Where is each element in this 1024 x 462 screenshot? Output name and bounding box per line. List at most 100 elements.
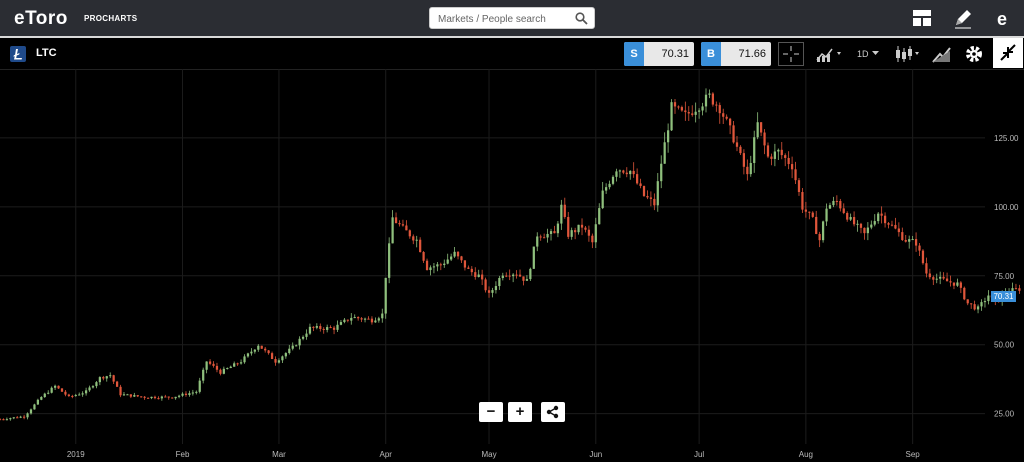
candle — [728, 117, 732, 135]
candle — [704, 88, 708, 113]
candle — [804, 201, 807, 218]
candle — [19, 415, 22, 419]
candle — [753, 130, 756, 173]
price-chart[interactable]: 125.00 100.00 75.00 50.00 25.00 2019 Feb Mar Ap… — [0, 69, 1024, 462]
candle — [701, 102, 704, 116]
candle — [632, 162, 635, 178]
candlestick-icon[interactable] — [892, 42, 922, 66]
indicators-icon[interactable] — [930, 42, 954, 66]
timeframe-dropdown[interactable]: 1D — [855, 42, 883, 66]
candle — [718, 102, 721, 124]
candle — [987, 290, 990, 305]
candle — [219, 368, 222, 376]
candle — [174, 396, 177, 400]
etoro-logo[interactable]: eToro — [14, 8, 68, 29]
candle — [91, 385, 95, 389]
candle — [508, 269, 511, 281]
gear-icon[interactable] — [962, 42, 986, 66]
candle — [305, 329, 308, 340]
y-tick-label: 75.00 — [994, 272, 1015, 281]
buy-button[interactable]: B 71.66 — [701, 42, 771, 66]
candle — [742, 149, 746, 175]
candle — [598, 203, 601, 225]
candle — [818, 231, 821, 248]
candle — [883, 212, 887, 228]
candle — [739, 145, 742, 155]
candle — [481, 269, 484, 286]
candle — [164, 394, 167, 398]
candle — [567, 211, 570, 240]
candle — [215, 362, 219, 373]
candle — [405, 220, 408, 231]
candle — [746, 159, 749, 181]
candle — [694, 102, 697, 123]
candle — [439, 262, 442, 271]
candle — [539, 234, 542, 241]
zoom-in-button[interactable]: + — [508, 402, 532, 422]
zoom-out-button[interactable]: − — [479, 402, 503, 422]
candle — [501, 272, 504, 281]
candle — [446, 253, 449, 265]
candle — [498, 275, 501, 290]
candle — [842, 203, 845, 215]
candle — [797, 177, 801, 196]
candle — [150, 396, 153, 400]
etoro-e-icon[interactable]: e — [992, 6, 1016, 30]
candle — [570, 227, 573, 240]
candle — [239, 359, 243, 365]
candle — [12, 417, 15, 420]
candle — [618, 169, 622, 178]
candle — [284, 352, 287, 359]
candle — [425, 258, 429, 271]
candle — [560, 199, 563, 230]
candle — [5, 417, 9, 421]
candle — [901, 227, 904, 242]
collapse-fullscreen-button[interactable] — [993, 38, 1023, 68]
candle — [770, 153, 773, 166]
candle — [2, 418, 5, 421]
x-tick-label: Mar — [272, 450, 286, 459]
crosshair-icon[interactable] — [778, 42, 804, 66]
search-box[interactable] — [429, 7, 595, 29]
candle — [71, 394, 74, 399]
candle — [171, 397, 174, 399]
buy-price: 71.66 — [738, 48, 766, 60]
candle — [963, 286, 966, 301]
search-input[interactable] — [436, 10, 575, 28]
candle — [622, 169, 625, 175]
candle — [536, 232, 539, 252]
candle — [918, 242, 921, 257]
candle — [863, 227, 866, 240]
candle — [921, 249, 925, 265]
sell-button[interactable]: S 70.31 — [624, 42, 694, 66]
candle — [828, 202, 832, 209]
x-tick-label: Apr — [379, 450, 392, 459]
candle — [605, 183, 608, 194]
layout-icon[interactable] — [910, 6, 934, 30]
candle — [295, 344, 298, 347]
candle — [460, 255, 463, 263]
search-icon[interactable] — [575, 12, 588, 25]
candle — [246, 352, 250, 358]
candle — [267, 349, 270, 355]
pencil-icon[interactable] — [951, 6, 975, 30]
candle — [594, 217, 597, 249]
candle — [253, 349, 256, 354]
candle — [112, 374, 115, 384]
candle — [398, 220, 401, 227]
chevron-down-icon — [872, 51, 879, 55]
candle — [388, 237, 391, 284]
candle — [484, 277, 487, 293]
candle — [780, 141, 783, 160]
candle — [198, 377, 201, 394]
candle — [16, 415, 19, 419]
candle — [877, 212, 880, 224]
chart-type-icon[interactable] — [814, 42, 844, 66]
candle — [556, 221, 560, 238]
candle — [33, 403, 36, 410]
candle — [870, 220, 873, 230]
candle — [811, 211, 814, 218]
share-button[interactable] — [541, 402, 565, 422]
timeframe-label: 1D — [857, 49, 869, 59]
candle — [129, 394, 132, 399]
